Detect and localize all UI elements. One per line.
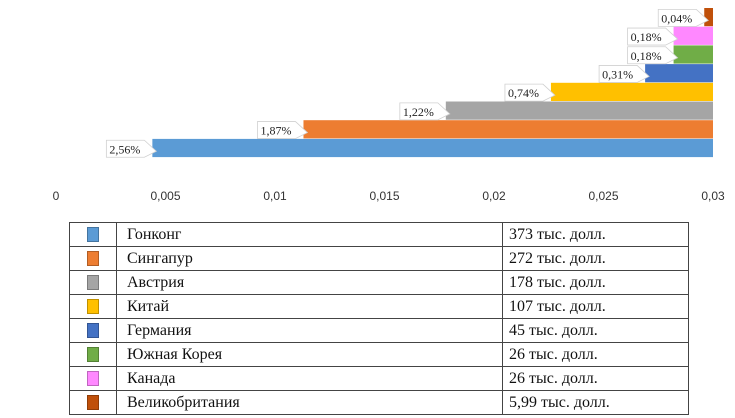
legend-value: 373 тыс. долл. xyxy=(502,222,689,247)
bar-Китай xyxy=(550,82,713,101)
legend-value: 178 тыс. долл. xyxy=(502,270,689,295)
data-label-Гонконг: 2,56% xyxy=(105,139,158,158)
legend-value: 45 тыс. долл. xyxy=(502,318,689,343)
legend-swatch-cell xyxy=(69,390,117,415)
legend-swatch-cell xyxy=(69,222,117,247)
x-tick-label: 0,01 xyxy=(263,189,287,203)
data-label-Австрия: 1,22% xyxy=(399,102,451,121)
legend-row: Германия 45 тыс. долл. xyxy=(69,318,689,343)
legend-row: Гонконг 373 тыс. долл. xyxy=(69,222,689,247)
legend-row: Австрия 178 тыс. долл. xyxy=(69,270,689,295)
legend-swatch-cell xyxy=(69,318,117,343)
legend-row: Канада 26 тыс. долл. xyxy=(69,366,689,391)
data-label-Китай: 0,74% xyxy=(504,83,556,102)
legend-swatch xyxy=(87,275,99,291)
svg-text:0,18%: 0,18% xyxy=(631,49,662,63)
legend-swatch xyxy=(87,323,99,339)
bar-Германия xyxy=(645,64,713,83)
legend-swatch xyxy=(87,347,99,363)
data-label-Южная Корея: 0,18% xyxy=(627,46,679,65)
legend-country-name: Сингапур xyxy=(116,246,503,271)
legend-table: Гонконг 373 тыс. долл. Сингапур 272 тыс. до… xyxy=(69,222,689,415)
x-tick-label: 0,015 xyxy=(369,189,399,203)
legend-value: 272 тыс. долл. xyxy=(502,246,689,271)
legend-swatch xyxy=(87,395,99,411)
data-labels-layer: 0,04% 0,18% 0,18% 0,31% 0,74% 1,22% 1,87% 2,56% xyxy=(105,8,709,158)
data-label-Канада: 0,18% xyxy=(627,27,679,46)
legend-value: 5,99 тыс. долл. xyxy=(502,390,689,415)
legend-country-name: Австрия xyxy=(116,270,503,295)
x-tick-label: 0,005 xyxy=(150,189,180,203)
data-label-Великобритания: 0,04% xyxy=(657,8,709,27)
legend-row: Сингапур 272 тыс. долл. xyxy=(69,246,689,271)
x-tick-label: 0,02 xyxy=(482,189,506,203)
legend-value: 26 тыс. долл. xyxy=(502,342,689,367)
bar-chart: 0,04% 0,18% 0,18% 0,31% 0,74% 1,22% 1,87% 2,56%… xyxy=(53,8,725,203)
bar-Южная Корея xyxy=(673,45,713,64)
x-tick-label: 0 xyxy=(53,189,60,203)
bar-Австрия xyxy=(445,101,713,120)
legend-swatch-cell xyxy=(69,270,117,295)
legend-country-name: Канада xyxy=(116,366,503,391)
svg-text:0,74%: 0,74% xyxy=(508,86,539,100)
legend-swatch-cell xyxy=(69,342,117,367)
legend-country-name: Китай xyxy=(116,294,503,319)
legend-swatch-cell xyxy=(69,246,117,271)
legend-value: 26 тыс. долл. xyxy=(502,366,689,391)
legend-swatch-cell xyxy=(69,294,117,319)
x-tick-label: 0,03 xyxy=(701,189,725,203)
x-axis-ticks: 0 0,005 0,01 0,015 0,02 0,025 0,03 xyxy=(53,189,725,203)
svg-text:1,22%: 1,22% xyxy=(403,105,434,119)
x-tick-label: 0,025 xyxy=(588,189,618,203)
legend-swatch xyxy=(87,371,99,387)
legend-row: Южная Корея 26 тыс. долл. xyxy=(69,342,689,367)
svg-text:0,31%: 0,31% xyxy=(602,67,633,81)
bar-Великобритания xyxy=(704,8,713,27)
bar-Сингапур xyxy=(303,120,713,139)
legend-swatch xyxy=(87,299,99,315)
svg-text:1,87%: 1,87% xyxy=(260,124,291,138)
bars-layer xyxy=(152,8,714,158)
legend-swatch-cell xyxy=(69,366,117,391)
svg-text:2,56%: 2,56% xyxy=(109,142,140,156)
bar-Канада xyxy=(673,26,713,45)
legend-value: 107 тыс. долл. xyxy=(502,294,689,319)
data-label-Сингапур: 1,87% xyxy=(257,121,309,139)
svg-text:0,18%: 0,18% xyxy=(631,30,662,44)
data-label-Германия: 0,31% xyxy=(598,65,650,83)
legend-swatch xyxy=(87,227,99,243)
legend-country-name: Германия xyxy=(116,318,503,343)
svg-text:0,04%: 0,04% xyxy=(661,11,692,25)
legend-row: Великобритания 5,99 тыс. долл. xyxy=(69,390,689,415)
legend-row: Китай 107 тыс. долл. xyxy=(69,294,689,319)
legend-country-name: Великобритания xyxy=(116,390,503,415)
legend-swatch xyxy=(87,251,99,267)
bar-Гонконг xyxy=(152,138,714,158)
legend-country-name: Гонконг xyxy=(116,222,503,247)
legend-country-name: Южная Корея xyxy=(116,342,503,367)
